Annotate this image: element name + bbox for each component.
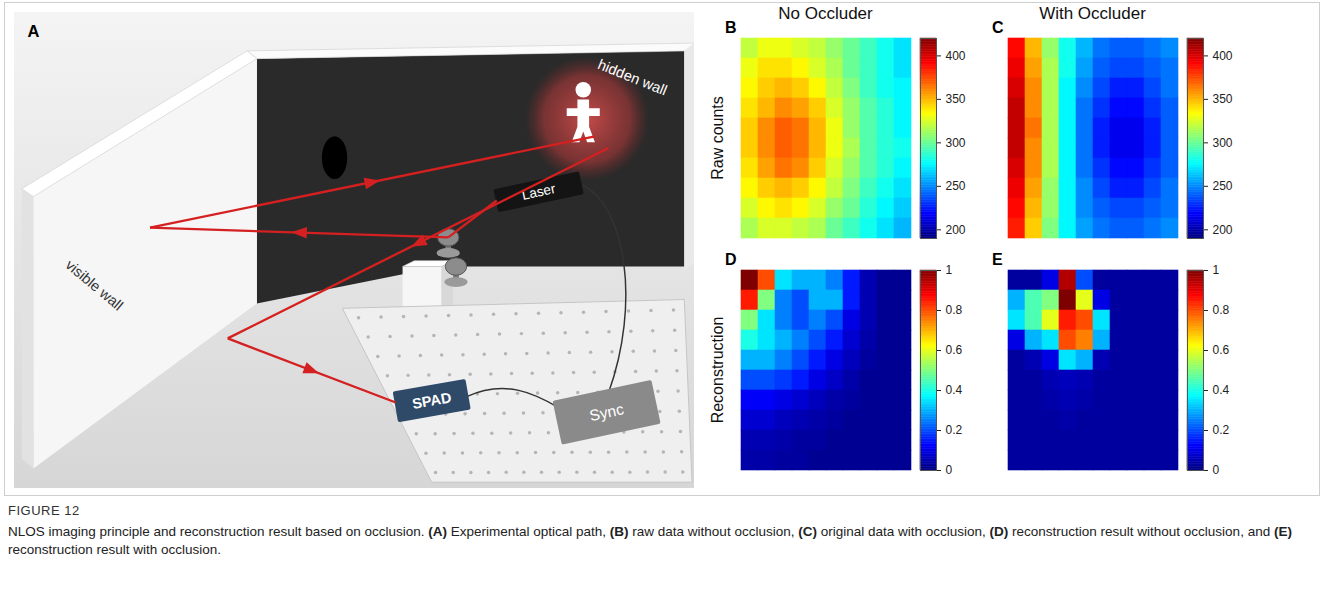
html-text:Raw counts: Raw counts [709,96,726,180]
svg-text:visible wall: visible wall [63,257,127,314]
svg-text:350: 350 [1213,92,1233,106]
svg-text:200: 200 [1213,223,1233,237]
svg-text:Sync: Sync [588,400,626,424]
svg-text:0: 0 [946,463,953,476]
html-text:E: E [992,251,1003,268]
html-text:Reconstruction: Reconstruction [709,316,726,424]
svg-text:SPAD: SPAD [411,389,453,412]
svg-text:0.4: 0.4 [1213,383,1230,397]
html-text:With Occluder: With Occluder [1039,4,1146,23]
svg-text:200: 200 [946,223,966,237]
svg-text:300: 300 [1213,136,1233,150]
html-text:C: C [992,19,1004,36]
svg-text:0.4: 0.4 [946,383,963,397]
svg-text:400: 400 [946,49,966,63]
svg-text:A: A [28,22,40,40]
svg-text:1: 1 [946,264,953,277]
svg-text:0.8: 0.8 [946,303,963,317]
html-text:B: B [725,19,737,36]
svg-text:Laser: Laser [520,181,557,203]
svg-text:1: 1 [1213,264,1220,277]
svg-text:0.6: 0.6 [1213,343,1230,357]
svg-text:250: 250 [946,179,966,193]
svg-text:350: 350 [946,92,966,106]
svg-text:0.6: 0.6 [946,343,963,357]
svg-text:300: 300 [946,136,966,150]
html-text:NLOS imaging principle and rec: NLOS imaging principle and reconstructio… [8,524,1292,539]
svg-text:0.2: 0.2 [1213,423,1230,437]
svg-text:400: 400 [1213,49,1233,63]
html-text:No Occluder: No Occluder [778,4,873,23]
svg-text:0: 0 [1213,463,1220,476]
svg-text:0.2: 0.2 [946,423,963,437]
svg-text:250: 250 [1213,179,1233,193]
svg-text:0.8: 0.8 [1213,303,1230,317]
html-text:reconstruction result with occ: reconstruction result with occlusion. [8,542,222,557]
svg-text:hidden wall: hidden wall [596,56,670,98]
html-text:D: D [725,251,737,268]
html-text:FIGURE 12: FIGURE 12 [8,503,80,518]
